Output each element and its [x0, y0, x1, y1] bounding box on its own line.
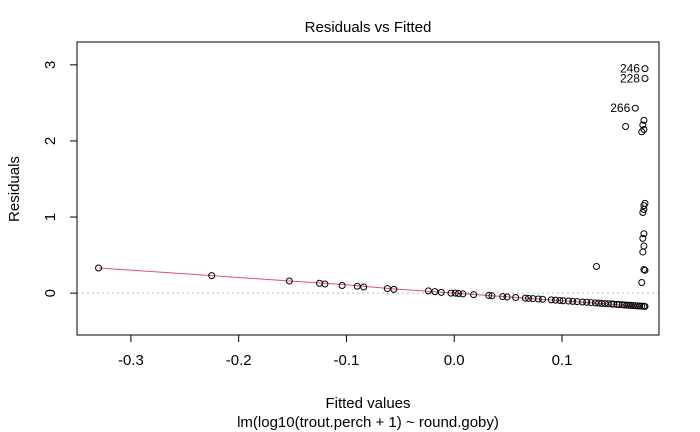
data-point: [208, 272, 216, 280]
data-point: [316, 279, 323, 287]
y-tick-label: 2: [42, 137, 59, 145]
data-point: [578, 298, 586, 306]
data-point: [636, 302, 644, 310]
data-point: [641, 75, 649, 83]
data-point: [552, 296, 560, 304]
data-point: [641, 65, 649, 73]
x-tick-label: -0.2: [226, 352, 252, 369]
model-formula-subtitle: lm(log10(trout.perch + 1) ~ round.goby): [237, 414, 499, 431]
data-point: [459, 290, 467, 298]
data-point: [639, 234, 647, 242]
plot-frame: [76, 41, 660, 336]
y-axis: 0 1 2 3: [42, 61, 78, 297]
data-point: [641, 199, 649, 207]
data-point: [638, 302, 646, 310]
data-point: [285, 277, 293, 285]
data-point: [587, 299, 595, 307]
point-label: 266: [610, 101, 630, 115]
data-point: [639, 121, 647, 129]
data-point: [640, 266, 648, 274]
data-point: [564, 297, 572, 305]
data-point: [547, 296, 555, 304]
data-point: [639, 248, 647, 256]
data-point: [512, 293, 520, 301]
x-axis: -0.3 -0.2 -0.1 0.0 0.1: [118, 334, 573, 369]
data-point: [573, 298, 581, 306]
y-tick-label: 0: [42, 289, 59, 297]
data-point: [455, 290, 463, 298]
data-point: [485, 291, 493, 299]
point-label: 228: [620, 72, 640, 86]
data-point: [610, 300, 618, 308]
data-point: [503, 293, 511, 301]
data-point: [338, 282, 346, 290]
data-point: [488, 292, 496, 300]
data-point: [592, 263, 600, 271]
data-point: [640, 116, 648, 124]
data-point: [640, 242, 648, 250]
data-point: [529, 295, 537, 303]
data-point: [622, 122, 630, 130]
smoother-line: [98, 267, 643, 307]
data-point: [383, 285, 391, 293]
data-point: [539, 295, 547, 303]
data-point: [631, 104, 639, 112]
data-point: [608, 300, 616, 308]
data-point: [639, 208, 647, 216]
data-point: [604, 300, 612, 308]
x-axis-label: Fitted values: [325, 395, 410, 412]
data-point: [437, 288, 445, 296]
data-point: [431, 288, 439, 296]
y-axis-label: Residuals: [6, 156, 23, 222]
data-point: [559, 297, 567, 305]
data-point: [525, 294, 533, 302]
data-point: [556, 296, 564, 304]
data-point: [521, 294, 529, 302]
data-point: [613, 300, 621, 308]
data-point: [447, 289, 455, 297]
x-tick-label: -0.3: [118, 352, 144, 369]
data-points: [95, 65, 649, 310]
smoother-curve: [98, 267, 643, 307]
point-label: 246: [620, 62, 640, 76]
data-point: [641, 266, 649, 274]
data-point: [95, 264, 103, 272]
data-point: [390, 285, 398, 293]
data-point: [499, 293, 507, 301]
data-point: [638, 128, 646, 136]
chart-title: Residuals vs Fitted: [305, 19, 432, 36]
x-tick-label: 0.1: [552, 352, 573, 369]
y-tick-label: 1: [42, 213, 59, 221]
data-point: [360, 283, 368, 291]
data-point: [321, 280, 329, 288]
data-point: [640, 126, 648, 134]
data-point: [353, 282, 361, 290]
data-point: [615, 301, 623, 309]
data-point: [640, 230, 648, 238]
data-point: [583, 298, 591, 306]
data-point: [641, 302, 649, 310]
y-tick-label: 3: [42, 61, 59, 69]
data-point: [534, 295, 542, 303]
data-point: [470, 291, 478, 299]
data-point: [569, 297, 577, 305]
x-tick-label: 0.0: [444, 352, 465, 369]
data-point: [451, 289, 459, 297]
x-tick-label: -0.1: [334, 352, 360, 369]
data-point: [638, 278, 646, 286]
data-point: [424, 287, 432, 295]
